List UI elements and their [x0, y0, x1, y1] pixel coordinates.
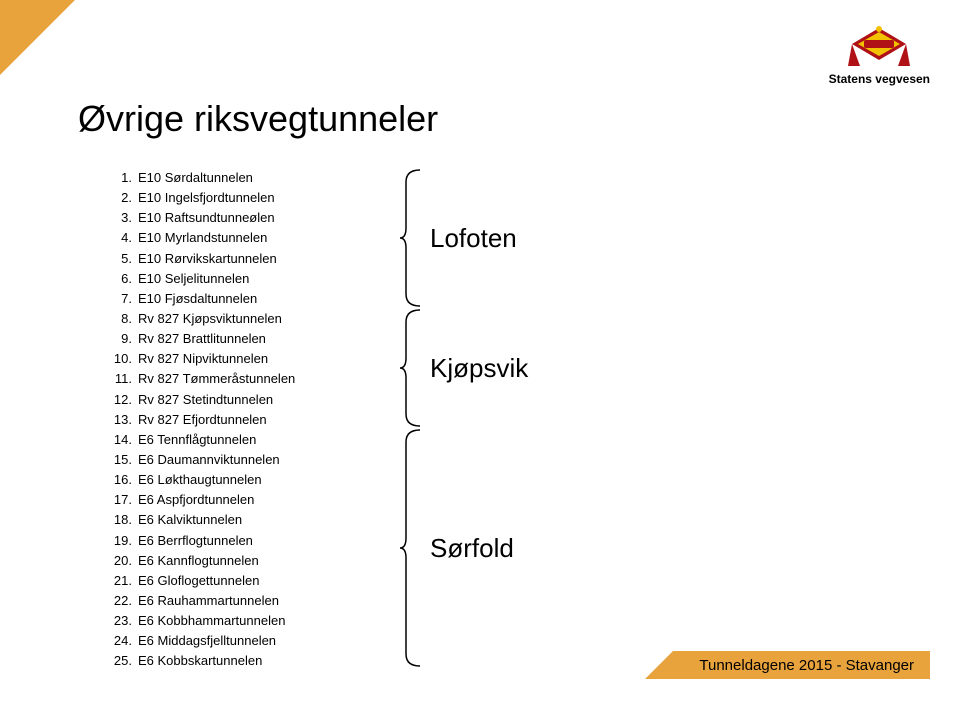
group-label: Lofoten [430, 223, 517, 254]
list-number: 6. [108, 269, 132, 289]
list-label: E6 Daumannviktunnelen [138, 452, 280, 467]
list-label: E6 Kalviktunnelen [138, 512, 242, 527]
group-label: Kjøpsvik [430, 353, 528, 384]
list-label: E10 Fjøsdaltunnelen [138, 291, 257, 306]
list-label: Rv 827 Tømmeråstunnelen [138, 371, 295, 386]
list-item: 10. Rv 827 Nipviktunnelen [108, 349, 295, 369]
list-label: E6 Rauhammartunnelen [138, 593, 279, 608]
list-number: 4. [108, 228, 132, 248]
list-item: 8. Rv 827 Kjøpsviktunnelen [108, 309, 295, 329]
list-number: 15. [108, 450, 132, 470]
group-row: Sørfold [400, 428, 514, 668]
list-label: E6 Kobbhammartunnelen [138, 613, 285, 628]
list-item: 5. E10 Rørvikskartunnelen [108, 249, 295, 269]
list-label: E10 Raftsundtunneølen [138, 210, 275, 225]
list-item: 17. E6 Aspfjordtunnelen [108, 490, 295, 510]
list-item: 9. Rv 827 Brattlitunnelen [108, 329, 295, 349]
list-item: 12. Rv 827 Stetindtunnelen [108, 390, 295, 410]
list-number: 3. [108, 208, 132, 228]
tunnel-list: 1. E10 Sørdaltunnelen 2. E10 Ingelsfjordtun… [108, 168, 295, 672]
list-item: 19. E6 Berrflogtunnelen [108, 531, 295, 551]
list-item: 3. E10 Raftsundtunneølen [108, 208, 295, 228]
list-number: 25. [108, 651, 132, 671]
footer-text: Tunneldagene 2015 - Stavanger [699, 657, 914, 674]
org-name: Statens vegvesen [829, 72, 930, 86]
list-label: Rv 827 Kjøpsviktunnelen [138, 311, 282, 326]
list-item: 13. Rv 827 Efjordtunnelen [108, 410, 295, 430]
group-row: Kjøpsvik [400, 308, 528, 428]
list-number: 18. [108, 510, 132, 530]
brace-icon [400, 428, 420, 668]
list-number: 22. [108, 591, 132, 611]
list-number: 12. [108, 390, 132, 410]
list-label: Rv 827 Brattlitunnelen [138, 331, 266, 346]
brace-icon [400, 168, 420, 308]
list-item: 7. E10 Fjøsdaltunnelen [108, 289, 295, 309]
list-label: E6 Tennflågtunnelen [138, 432, 256, 447]
list-number: 7. [108, 289, 132, 309]
list-item: 2. E10 Ingelsfjordtunnelen [108, 188, 295, 208]
corner-triangle [0, 0, 75, 75]
list-number: 11. [108, 369, 132, 389]
list-item: 24. E6 Middagsfjelltunnelen [108, 631, 295, 651]
list-item: 23. E6 Kobbhammartunnelen [108, 611, 295, 631]
footer-bar: Tunneldagene 2015 - Stavanger [673, 651, 930, 679]
logo-block: Statens vegvesen [829, 26, 930, 86]
list-label: Rv 827 Nipviktunnelen [138, 351, 268, 366]
list-item: 20. E6 Kannflogtunnelen [108, 551, 295, 571]
list-number: 14. [108, 430, 132, 450]
vegvesen-logo-icon [848, 26, 910, 68]
list-label: E10 Myrlandstunnelen [138, 230, 267, 245]
list-item: 6. E10 Seljelitunnelen [108, 269, 295, 289]
list-item: 25. E6 Kobbskartunnelen [108, 651, 295, 671]
list-number: 9. [108, 329, 132, 349]
list-label: E10 Sørdaltunnelen [138, 170, 253, 185]
list-item: 18. E6 Kalviktunnelen [108, 510, 295, 530]
list-label: Rv 827 Efjordtunnelen [138, 412, 267, 427]
list-number: 16. [108, 470, 132, 490]
list-item: 21. E6 Gloflogettunnelen [108, 571, 295, 591]
list-label: E6 Berrflogtunnelen [138, 533, 253, 548]
list-number: 5. [108, 249, 132, 269]
list-item: 14. E6 Tennflågtunnelen [108, 430, 295, 450]
list-item: 16. E6 Løkthaugtunnelen [108, 470, 295, 490]
list-number: 19. [108, 531, 132, 551]
list-label: E6 Kobbskartunnelen [138, 653, 262, 668]
list-label: E6 Middagsfjelltunnelen [138, 633, 276, 648]
list-number: 13. [108, 410, 132, 430]
list-item: 11. Rv 827 Tømmeråstunnelen [108, 369, 295, 389]
slide: Statens vegvesen Øvrige riksvegtunneler … [0, 0, 960, 709]
list-label: Rv 827 Stetindtunnelen [138, 392, 273, 407]
list-label: E10 Rørvikskartunnelen [138, 251, 277, 266]
group-label: Sørfold [430, 533, 514, 564]
list-label: E6 Løkthaugtunnelen [138, 472, 262, 487]
list-number: 1. [108, 168, 132, 188]
list-number: 23. [108, 611, 132, 631]
list-item: 1. E10 Sørdaltunnelen [108, 168, 295, 188]
list-number: 17. [108, 490, 132, 510]
page-title: Øvrige riksvegtunneler [78, 98, 438, 140]
list-label: E6 Aspfjordtunnelen [138, 492, 254, 507]
list-number: 2. [108, 188, 132, 208]
list-label: E6 Gloflogettunnelen [138, 573, 259, 588]
footer-triangle [645, 651, 673, 679]
list-item: 15. E6 Daumannviktunnelen [108, 450, 295, 470]
list-number: 8. [108, 309, 132, 329]
list-number: 20. [108, 551, 132, 571]
brace-icon [400, 308, 420, 428]
list-number: 21. [108, 571, 132, 591]
list-number: 24. [108, 631, 132, 651]
list-item: 22. E6 Rauhammartunnelen [108, 591, 295, 611]
group-row: Lofoten [400, 168, 517, 308]
list-label: E10 Ingelsfjordtunnelen [138, 190, 275, 205]
list-label: E10 Seljelitunnelen [138, 271, 249, 286]
list-number: 10. [108, 349, 132, 369]
list-item: 4. E10 Myrlandstunnelen [108, 228, 295, 248]
list-label: E6 Kannflogtunnelen [138, 553, 259, 568]
